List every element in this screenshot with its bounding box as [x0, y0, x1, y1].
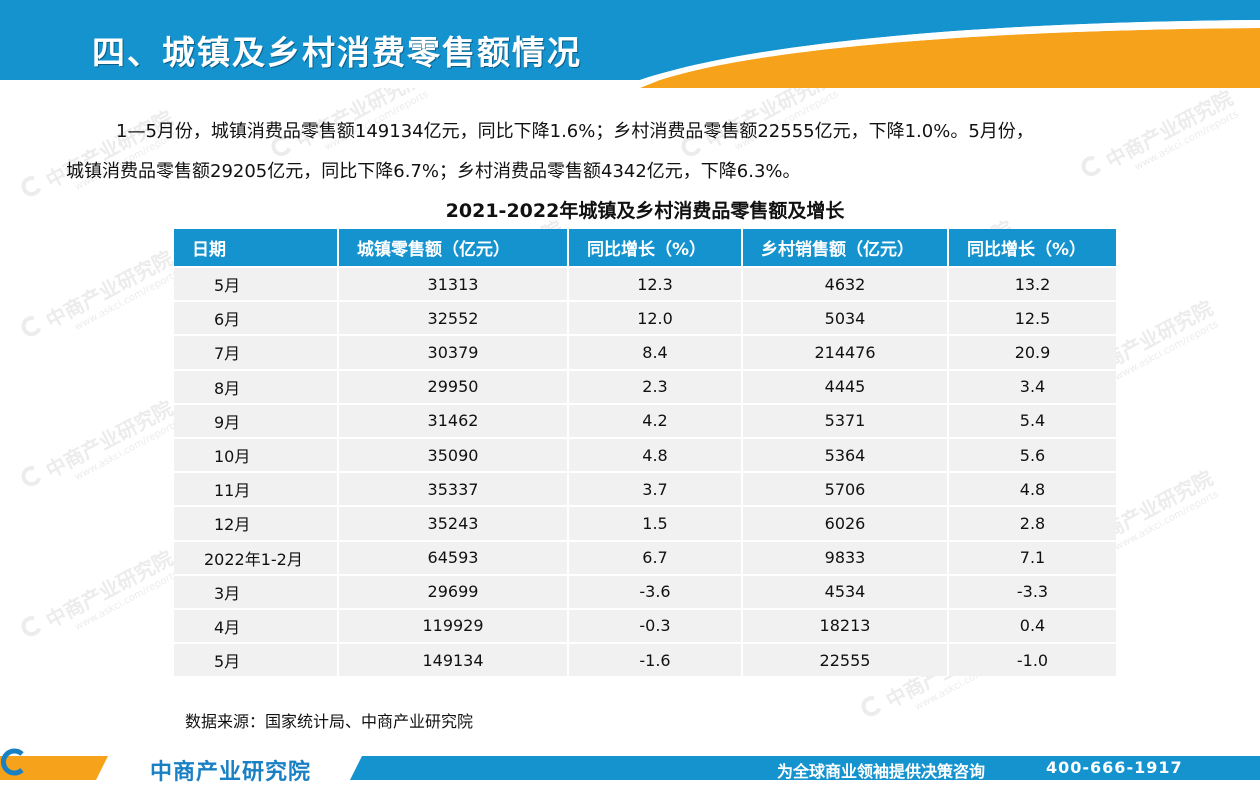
cell-urban-sales: 64593: [339, 539, 569, 574]
cell-rural-sales: 4534: [743, 573, 949, 608]
cell-urban-sales: 119929: [339, 607, 569, 643]
cell-date: 4月: [174, 607, 339, 643]
table-row: 10月 35090 4.8 5364 5.6: [174, 436, 1116, 472]
cell-rural-growth: 2.8: [949, 505, 1116, 540]
intro-line-2: 城镇消费品零售额29205亿元，同比下降6.7%；乡村消费品零售额4342亿元，…: [66, 161, 801, 182]
cell-rural-sales: 214476: [743, 334, 949, 369]
cell-urban-sales: 32552: [339, 300, 569, 335]
cell-urban-growth: 6.7: [569, 539, 743, 574]
cell-urban-sales: 35090: [339, 436, 569, 472]
cell-urban-sales: 29699: [339, 573, 569, 608]
cell-urban-growth: -0.3: [569, 607, 743, 643]
cell-rural-sales: 22555: [743, 642, 949, 677]
cell-date: 5月: [174, 642, 339, 677]
table-row: 3月 29699 -3.6 4534 -3.3: [174, 573, 1116, 608]
intro-paragraph: 1—5月份，城镇消费品零售额149134亿元，同比下降1.6%；乡村消费品零售额…: [66, 112, 1206, 192]
cell-urban-sales: 35337: [339, 471, 569, 506]
table-row: 11月 35337 3.7 5706 4.8: [174, 471, 1116, 506]
footer-bar-shape: [0, 756, 1260, 780]
cell-date: 9月: [174, 402, 339, 437]
cell-date: 7月: [174, 334, 339, 369]
header-rural-sales: 乡村销售额（亿元）: [743, 229, 949, 266]
data-source-note: 数据来源：国家统计局、中商产业研究院: [185, 712, 474, 731]
header-banner: 四、城镇及乡村消费零售额情况: [0, 0, 1260, 88]
table-title: 2021-2022年城镇及乡村消费品零售额及增长: [445, 200, 845, 222]
footer-slogan: 为全球商业领袖提供决策咨询: [777, 762, 986, 781]
footer-phone: 400-666-1917: [1046, 758, 1183, 777]
intro-line-1: 1—5月份，城镇消费品零售额149134亿元，同比下降1.6%；乡村消费品零售额…: [116, 121, 1034, 142]
cell-urban-sales: 35243: [339, 505, 569, 540]
cell-rural-growth: 13.2: [949, 266, 1116, 301]
cell-rural-growth: -1.0: [949, 642, 1116, 677]
cell-rural-sales: 9833: [743, 539, 949, 574]
table-row: 2022年1-2月 64593 6.7 9833 7.1: [174, 539, 1116, 574]
cell-rural-growth: 5.4: [949, 402, 1116, 437]
cell-rural-sales: 5364: [743, 436, 949, 472]
table-row: 8月 29950 2.3 4445 3.4: [174, 368, 1116, 403]
footer-bar: 中商产业研究院 为全球商业领袖提供决策咨询 400-666-1917: [0, 748, 1260, 788]
cell-urban-growth: -3.6: [569, 573, 743, 608]
cell-rural-growth: 7.1: [949, 539, 1116, 574]
cell-rural-growth: 4.8: [949, 471, 1116, 506]
cell-urban-growth: 12.0: [569, 300, 743, 335]
cell-date: 3月: [174, 573, 339, 608]
cell-date: 8月: [174, 368, 339, 403]
header-urban-sales: 城镇零售额（亿元）: [339, 229, 569, 266]
retail-sales-table: 日期 城镇零售额（亿元） 同比增长（%） 乡村销售额（亿元） 同比增长（%） 5…: [174, 229, 1116, 677]
table-header-row: 日期 城镇零售额（亿元） 同比增长（%） 乡村销售额（亿元） 同比增长（%）: [174, 229, 1116, 266]
header-urban-growth: 同比增长（%）: [569, 229, 743, 266]
cell-urban-sales: 31313: [339, 266, 569, 301]
cell-urban-sales: 30379: [339, 334, 569, 369]
cell-rural-growth: 3.4: [949, 368, 1116, 403]
header-date: 日期: [174, 229, 339, 266]
table-row: 5月 149134 -1.6 22555 -1.0: [174, 642, 1116, 677]
cell-urban-growth: 1.5: [569, 505, 743, 540]
header-banner-shape: [0, 0, 1260, 88]
cell-date: 5月: [174, 266, 339, 301]
cell-date: 10月: [174, 436, 339, 472]
table-row: 7月 30379 8.4 214476 20.9: [174, 334, 1116, 369]
cell-rural-growth: -3.3: [949, 573, 1116, 608]
cell-urban-sales: 149134: [339, 642, 569, 677]
cell-date: 11月: [174, 471, 339, 506]
table-row: 9月 31462 4.2 5371 5.4: [174, 402, 1116, 437]
cell-rural-sales: 4632: [743, 266, 949, 301]
cell-rural-sales: 5034: [743, 300, 949, 335]
table-row: 6月 32552 12.0 5034 12.5: [174, 300, 1116, 335]
cell-rural-sales: 18213: [743, 607, 949, 643]
cell-rural-growth: 12.5: [949, 300, 1116, 335]
cell-urban-growth: 12.3: [569, 266, 743, 301]
cell-date: 6月: [174, 300, 339, 335]
cell-rural-sales: 5706: [743, 471, 949, 506]
cell-urban-growth: 4.2: [569, 402, 743, 437]
table-row: 4月 119929 -0.3 18213 0.4: [174, 607, 1116, 643]
cell-rural-sales: 5371: [743, 402, 949, 437]
cell-urban-growth: -1.6: [569, 642, 743, 677]
cell-rural-growth: 5.6: [949, 436, 1116, 472]
cell-urban-growth: 4.8: [569, 436, 743, 472]
cell-urban-sales: 31462: [339, 402, 569, 437]
header-rural-growth: 同比增长（%）: [949, 229, 1116, 266]
cell-rural-sales: 4445: [743, 368, 949, 403]
brand-logo-icon: [1, 748, 24, 776]
cell-urban-growth: 3.7: [569, 471, 743, 506]
page-title: 四、城镇及乡村消费零售额情况: [92, 33, 582, 72]
cell-date: 2022年1-2月: [174, 539, 339, 574]
cell-date: 12月: [174, 505, 339, 540]
table-row: 12月 35243 1.5 6026 2.8: [174, 505, 1116, 540]
cell-rural-sales: 6026: [743, 505, 949, 540]
cell-urban-growth: 2.3: [569, 368, 743, 403]
cell-rural-growth: 0.4: [949, 607, 1116, 643]
cell-urban-growth: 8.4: [569, 334, 743, 369]
cell-rural-growth: 20.9: [949, 334, 1116, 369]
table-row: 5月 31313 12.3 4632 13.2: [174, 266, 1116, 301]
brand-name: 中商产业研究院: [150, 760, 312, 785]
cell-urban-sales: 29950: [339, 368, 569, 403]
